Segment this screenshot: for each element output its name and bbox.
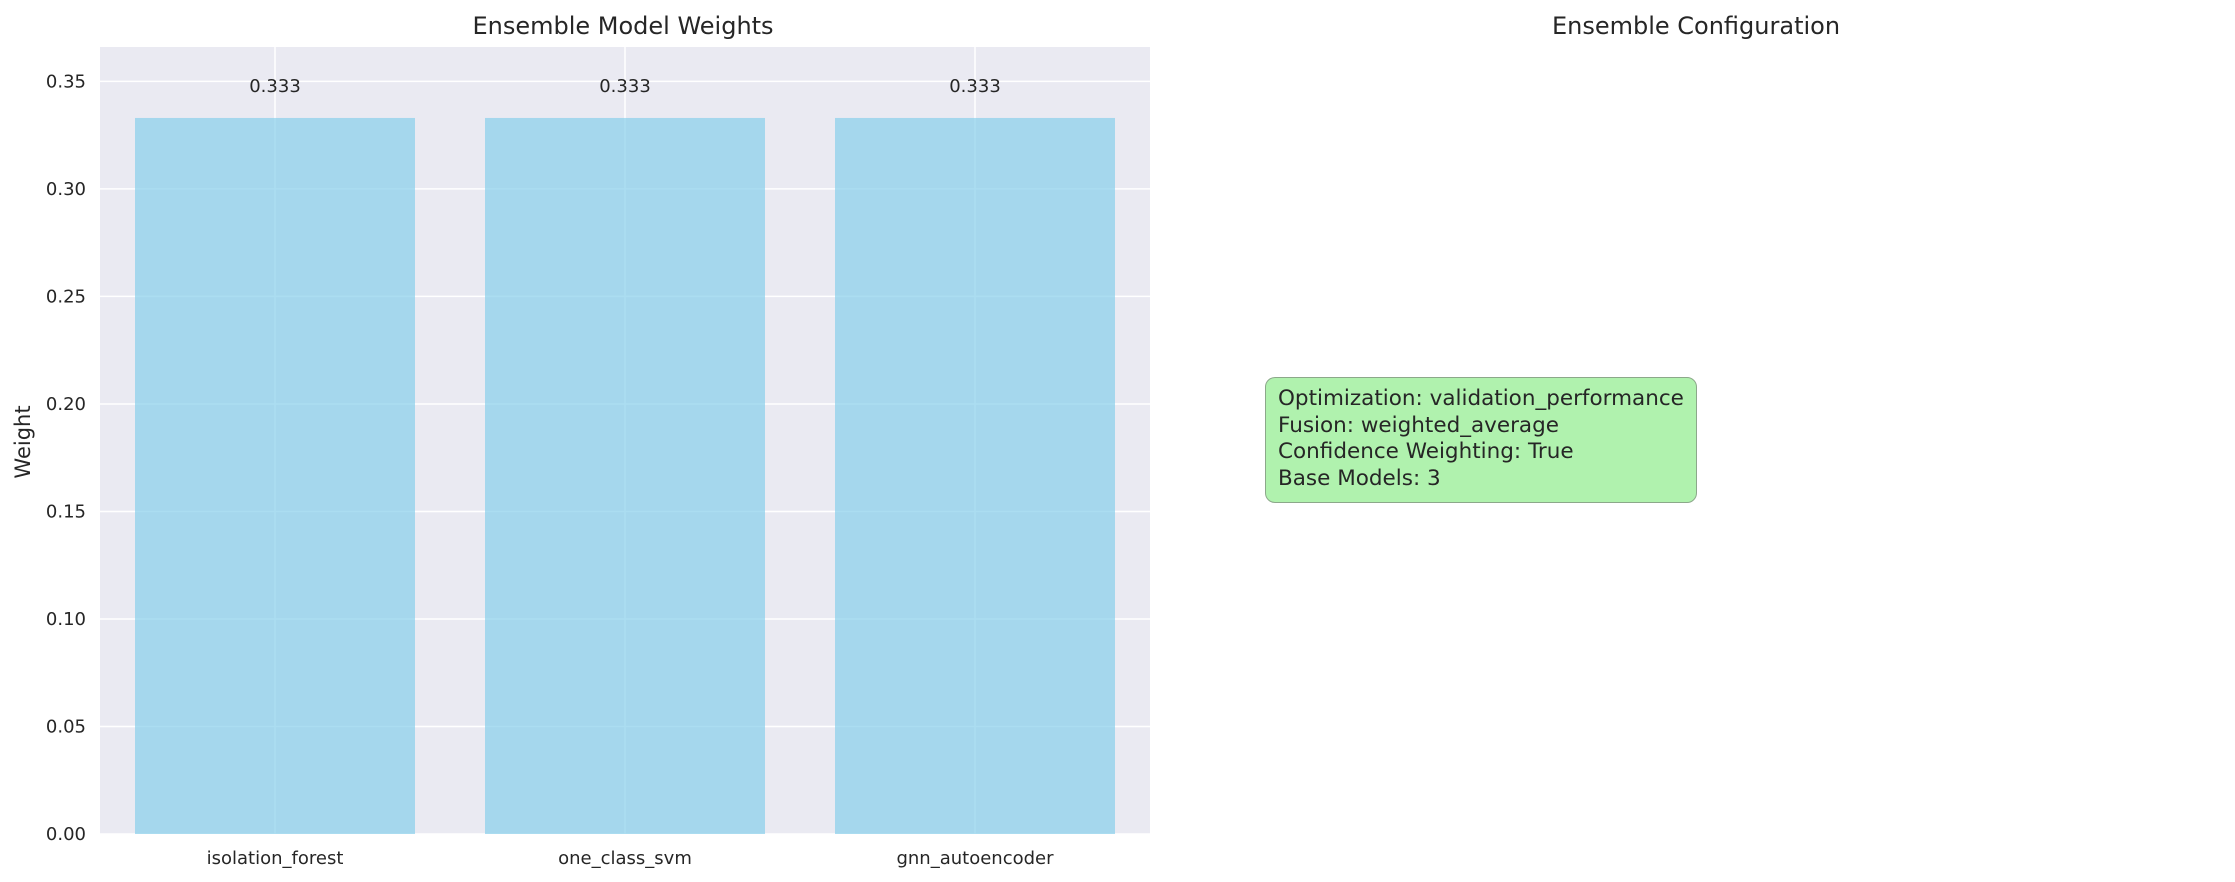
y-tick-label: 0.35	[46, 71, 86, 92]
y-tick-label: 0.10	[46, 609, 86, 630]
data-labels: 0.333 0.333 0.333	[249, 76, 1001, 97]
chart-title: Ensemble Model Weights	[472, 12, 773, 40]
bar-value-label: 0.333	[599, 76, 651, 97]
bar-value-label: 0.333	[249, 76, 301, 97]
x-tick-label: gnn_autoencoder	[896, 848, 1054, 869]
y-tick-label: 0.05	[46, 716, 86, 737]
config-box: Optimization: validation_performance Fusi…	[1265, 377, 1697, 503]
y-tick-label: 0.15	[46, 501, 86, 522]
bar	[835, 117, 1115, 835]
x-tick-label: isolation_forest	[207, 848, 344, 869]
bars	[135, 117, 1115, 835]
config-line: Fusion: weighted_average	[1278, 412, 1559, 438]
y-tick-label: 0.00	[46, 824, 86, 845]
config-line: Confidence Weighting: True	[1278, 439, 1574, 464]
bar	[485, 117, 765, 835]
y-axis-label: Weight	[11, 405, 35, 478]
config-line: Optimization: validation_performance	[1278, 386, 1684, 411]
x-axis: isolation_forest one_class_svm gnn_autoenc…	[207, 848, 1055, 869]
y-tick-label: 0.30	[46, 179, 86, 200]
y-tick-label: 0.25	[46, 286, 86, 307]
x-tick-label: one_class_svm	[558, 848, 692, 869]
y-axis: 0.00 0.05 0.10 0.15 0.20 0.25 0.30 0.35	[46, 71, 86, 845]
bar-value-label: 0.333	[949, 76, 1001, 97]
bar	[135, 117, 415, 835]
config-line: Base Models: 3	[1278, 465, 1441, 491]
y-tick-label: 0.20	[46, 394, 86, 415]
config-panel-title: Ensemble Configuration	[1552, 12, 1840, 40]
